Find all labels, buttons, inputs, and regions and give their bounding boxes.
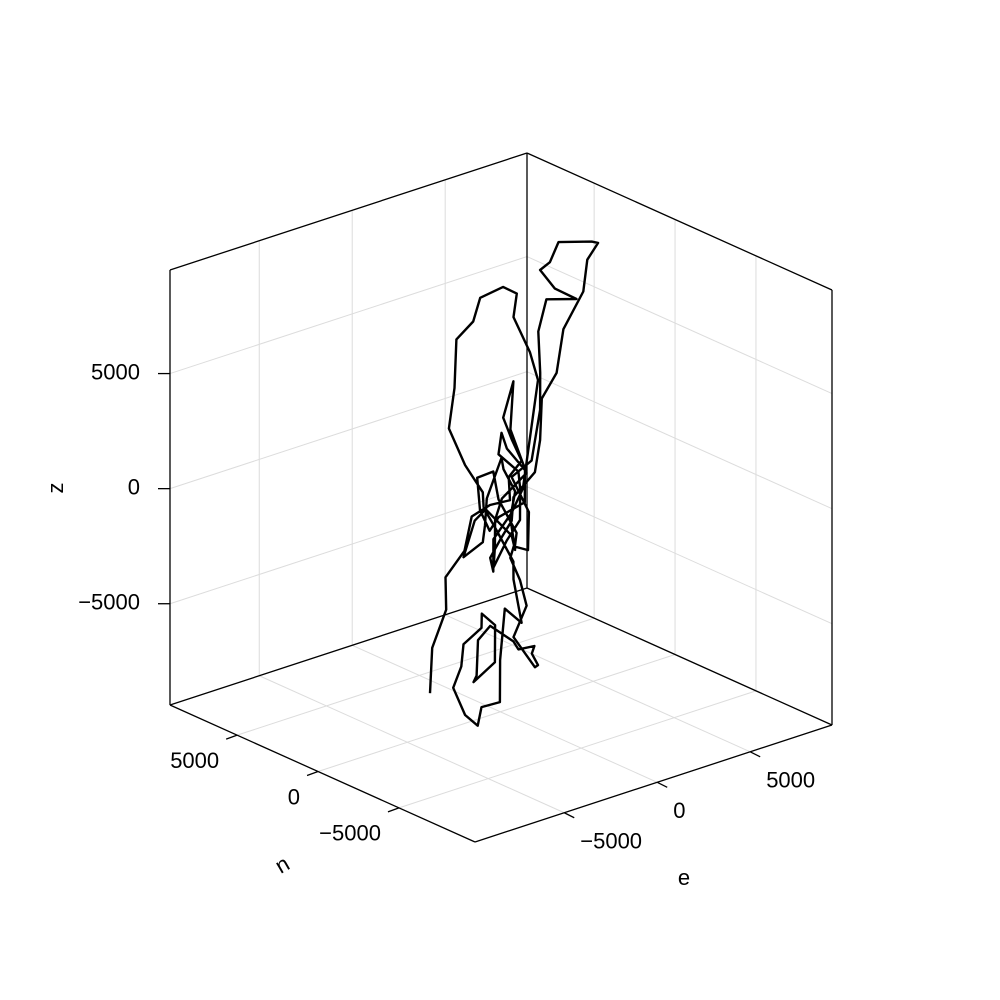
e-tick <box>749 751 761 758</box>
grid-line <box>169 371 528 490</box>
z-tick-label: 5000 <box>91 359 140 384</box>
box-edge <box>169 587 528 706</box>
grid-line <box>526 486 833 625</box>
box-edge <box>169 152 528 271</box>
box-edge <box>169 704 476 843</box>
e-axis-label: e <box>678 865 690 890</box>
grid-line <box>526 371 833 510</box>
e-tick-label: 0 <box>673 798 685 823</box>
grid-line <box>352 644 658 783</box>
z-tick-label: 0 <box>128 474 140 499</box>
n-tick <box>225 734 238 740</box>
n-tick-label: 5000 <box>170 748 219 773</box>
grid-line <box>317 654 676 772</box>
n-tick-label: −5000 <box>319 821 381 846</box>
n-tick-label: 0 <box>288 784 300 809</box>
z-axis-label: z <box>43 483 68 494</box>
e-tick-label: 5000 <box>766 768 815 793</box>
z-tick-label: −5000 <box>78 590 140 615</box>
grid-line <box>169 486 528 605</box>
n-tick <box>387 807 400 813</box>
grid-line <box>526 256 833 395</box>
grid-line <box>259 675 565 814</box>
grid-line <box>169 256 528 375</box>
n-tick <box>306 770 319 777</box>
box-edge <box>526 152 833 291</box>
e-tick <box>656 781 668 788</box>
grid-line <box>236 617 595 736</box>
box-edge <box>474 724 833 843</box>
grid-line <box>398 690 757 809</box>
box-edge <box>526 587 833 726</box>
e-tick <box>563 812 575 819</box>
e-tick-label: −5000 <box>580 829 642 854</box>
trajectory-line <box>428 240 600 727</box>
